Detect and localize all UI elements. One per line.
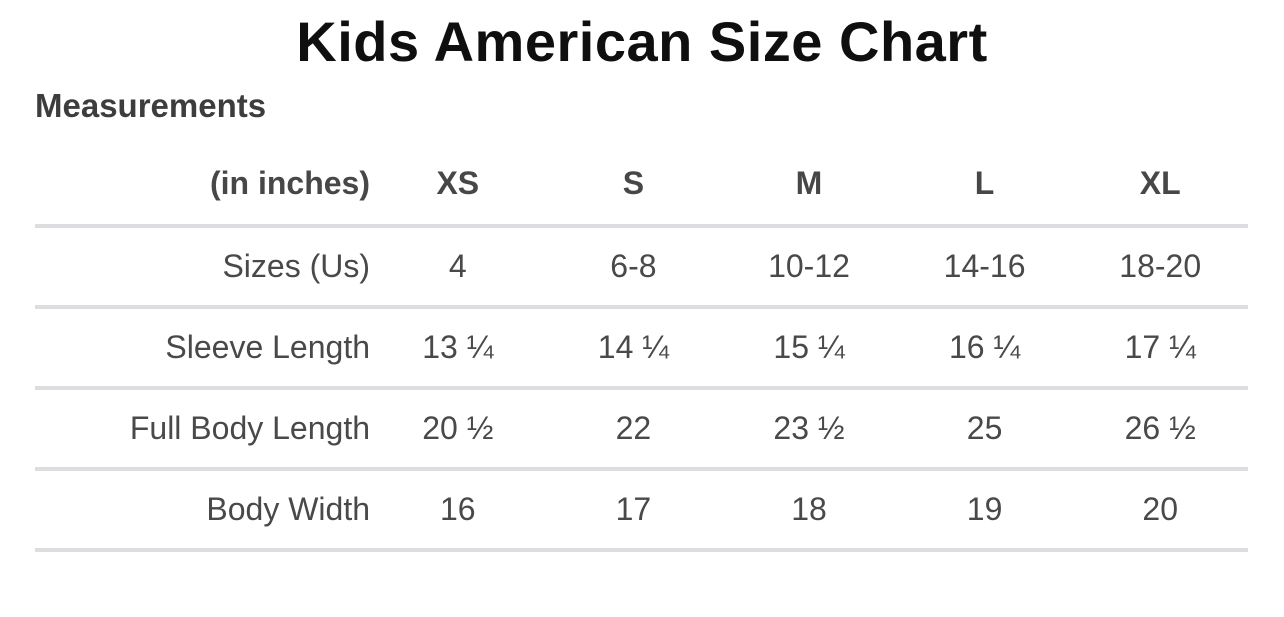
size-cell: 17 ¼ <box>1124 329 1196 365</box>
table-row-body-width: Body Width 16 17 18 19 20 <box>35 469 1248 550</box>
row-label: Sleeve Length <box>165 329 370 365</box>
size-cell: 6-8 <box>610 248 657 284</box>
page-title: Kids American Size Chart <box>296 10 988 73</box>
size-cell: 23 ½ <box>773 410 845 446</box>
size-cell: 4 <box>448 248 467 284</box>
size-cell: 25 <box>966 410 1003 446</box>
size-cell: 10-12 <box>768 248 850 284</box>
size-cell: 18-20 <box>1119 248 1202 284</box>
size-cell: 20 <box>1142 491 1178 527</box>
unit-label: (in inches) <box>209 164 370 201</box>
table-header-row: (in inches) XS S M L XL <box>35 142 1248 226</box>
size-chart-page: Kids American Size Chart Measurements (i… <box>0 10 1284 552</box>
table-row-full-body-length: Full Body Length 20 ½ 22 23 ½ 25 26 ½ <box>35 388 1248 469</box>
table-row-sizes-us: Sizes (Us) 4 6-8 10-12 14-16 18-20 <box>35 226 1248 307</box>
column-header-l: L <box>974 164 995 201</box>
size-cell: 17 <box>615 491 652 527</box>
size-cell: 16 ¼ <box>948 329 1021 365</box>
row-label: Body Width <box>206 491 370 527</box>
table-row-sleeve-length: Sleeve Length 13 ¼ 14 ¼ 15 ¼ 16 ¼ 17 ¼ <box>35 307 1248 388</box>
size-cell: 20 ½ <box>422 410 494 446</box>
column-header-xl: XL <box>1139 164 1181 201</box>
row-label: Full Body Length <box>129 410 370 446</box>
size-cell: 26 ½ <box>1124 410 1196 446</box>
size-cell: 16 <box>440 491 476 527</box>
size-cell: 13 ¼ <box>422 329 494 365</box>
column-header-xs: XS <box>436 164 480 201</box>
row-label: Sizes (Us) <box>222 248 370 284</box>
size-cell: 18 <box>791 491 827 527</box>
size-cell: 19 <box>966 491 1003 527</box>
size-cell: 15 ¼ <box>773 329 845 365</box>
size-cell: 22 <box>615 410 652 446</box>
section-heading-measurements: Measurements <box>35 87 267 124</box>
size-table: (in inches) XS S M L XL Sizes (Us) 4 6-8… <box>35 142 1248 552</box>
column-header-m: M <box>795 164 823 201</box>
column-header-s: S <box>622 164 645 201</box>
size-cell: 14 ¼ <box>597 329 669 365</box>
size-cell: 14-16 <box>943 248 1026 284</box>
